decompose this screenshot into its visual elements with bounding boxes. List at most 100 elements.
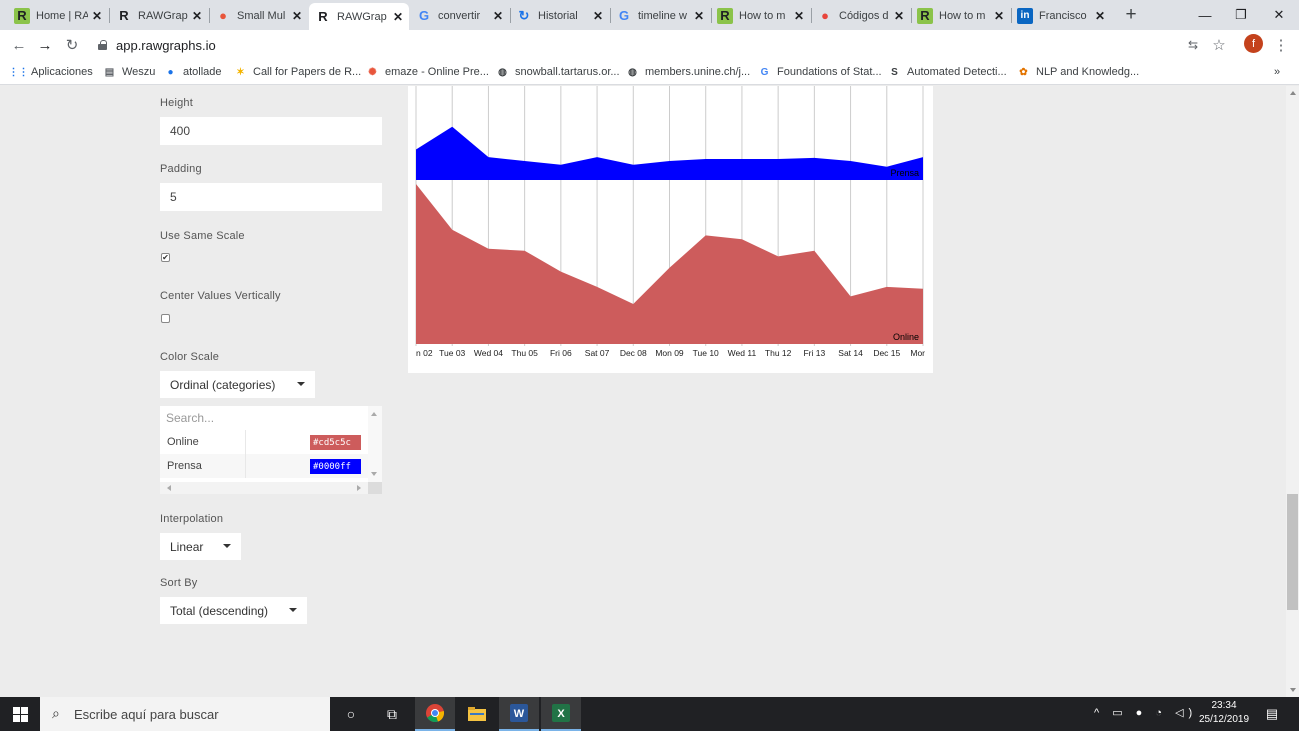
browser-tab[interactable]: R Home | RA ✕ [8, 3, 108, 28]
scroll-up-icon[interactable] [1290, 91, 1296, 95]
scroll-down-icon[interactable] [371, 472, 377, 476]
bookmark-item[interactable]: ✺ emaze - Online Pre... [366, 63, 489, 81]
same-scale-checkbox[interactable]: ✔ [161, 253, 170, 262]
translate-icon[interactable]: ⇆ [1187, 38, 1199, 52]
browser-tab[interactable]: ● Códigos d ✕ [811, 3, 910, 28]
cortana-icon[interactable]: ○ [346, 706, 356, 722]
chart-panel: Prensa Online n 02 Tue 03 Wed 04 Thu 05 Fri 06… [408, 86, 933, 373]
tab-favicon-icon: R [119, 8, 129, 23]
browser-tab[interactable]: R RAWGraph✕ [110, 3, 208, 28]
more-bookmarks-icon[interactable]: » [1274, 66, 1281, 78]
windows-start-icon[interactable] [0, 697, 40, 731]
google-icon: G [760, 66, 769, 78]
profile-avatar[interactable]: f [1244, 34, 1263, 53]
word-app-icon[interactable]: W [499, 697, 539, 731]
close-tab-icon[interactable]: ✕ [993, 8, 1004, 23]
close-tab-icon[interactable]: ✕ [492, 8, 503, 23]
color-row-prensa: Prensa #0000ff [160, 454, 368, 478]
clock-time: 23:34 [1211, 700, 1237, 711]
x-tick-label: Sat 07 [585, 348, 610, 358]
bookmark-item[interactable]: ✶ Call for Papers de R... [234, 63, 361, 81]
lock-icon [98, 40, 107, 50]
sort-by-dropdown[interactable]: Total (descending) [160, 597, 307, 624]
bookmark-item[interactable]: ◍ snowball.tartarus.or... [496, 63, 619, 81]
taskbar-clock[interactable]: 23:34 25/12/2019 [1196, 699, 1252, 727]
close-tab-icon[interactable]: ✕ [592, 8, 603, 23]
maximize-icon[interactable]: ❐ [1235, 7, 1247, 22]
doc-icon: ▤ [104, 66, 115, 78]
bookmark-item[interactable]: ✿ NLP and Knowledg... [1017, 63, 1139, 81]
color-search-input[interactable]: Search... [166, 411, 215, 425]
padding-label: Padding [160, 163, 202, 175]
reload-icon[interactable]: ↻ [65, 37, 79, 54]
scrollbar-thumb[interactable] [1287, 494, 1298, 610]
forward-arrow-icon[interactable]: → [37, 36, 53, 54]
color-scale-dropdown[interactable]: Ordinal (categories) [160, 371, 315, 398]
new-tab-icon[interactable]: + [1125, 4, 1137, 25]
page-scrollbar[interactable] [1286, 86, 1299, 697]
color-swatch-online[interactable]: #cd5c5c [310, 435, 361, 450]
chrome-app-icon[interactable] [415, 697, 455, 731]
close-tab-icon[interactable]: ✕ [1094, 8, 1105, 23]
bookmark-item[interactable]: G Foundations of Stat... [758, 63, 882, 81]
close-tab-icon[interactable]: ✕ [392, 9, 403, 24]
scroll-right-icon[interactable] [357, 485, 361, 491]
height-input[interactable]: 400 [160, 117, 382, 145]
x-tick-label: Tue 03 [439, 348, 465, 358]
excel-app-icon[interactable]: X [541, 697, 581, 731]
table-vertical-scrollbar[interactable] [368, 406, 382, 482]
taskbar-search-input[interactable]: ⌕ Escribe aquí para buscar [40, 697, 330, 731]
close-tab-icon[interactable]: ✕ [291, 8, 302, 23]
notification-icon[interactable]: ▤ [1265, 706, 1279, 721]
browser-tab[interactable]: R How to m ✕ [711, 3, 810, 28]
series-label: Prensa [890, 168, 919, 178]
bookmark-item[interactable]: ▤ Weszu [103, 63, 156, 81]
close-tab-icon[interactable]: ✕ [893, 8, 904, 23]
file-explorer-icon[interactable] [457, 697, 497, 731]
close-tab-icon[interactable]: ✕ [191, 8, 202, 23]
browser-tab[interactable]: ↻ Historial ✕ [510, 3, 609, 28]
bookmark-star-icon[interactable]: ☆ [1212, 37, 1226, 54]
browser-tab[interactable]: ● Small Mul ✕ [209, 3, 308, 28]
scroll-down-icon[interactable] [1290, 688, 1296, 692]
bookmarks-bar: ⋮⋮ Aplicaciones ▤ Weszu ● atollade ✶ Call for P… [0, 59, 1299, 85]
close-window-icon[interactable]: ✕ [1273, 7, 1285, 22]
browser-tab[interactable]: R How to m ✕ [911, 3, 1010, 28]
bookmark-item[interactable]: ● atollade [164, 63, 221, 81]
back-arrow-icon[interactable]: ← [11, 36, 27, 54]
bookmark-item[interactable]: S Automated Detecti... [888, 63, 1007, 81]
color-swatch-prensa[interactable]: #0000ff [310, 459, 361, 474]
scroll-up-icon[interactable] [371, 412, 377, 416]
address-bar[interactable]: app.rawgraphs.io [98, 35, 216, 55]
minimize-icon[interactable]: — [1198, 7, 1212, 23]
small-multiples-area-chart: Prensa Online n 02 Tue 03 Wed 04 Thu 05 Fri 06… [415, 86, 925, 358]
bookmark-item[interactable]: ◍ members.unine.ch/j... [626, 63, 750, 81]
colorful-icon: ✿ [1019, 66, 1028, 78]
table-horizontal-scrollbar[interactable] [160, 482, 368, 494]
area-online [416, 184, 923, 344]
bookmark-label: NLP and Knowledg... [1036, 66, 1140, 78]
tab-title: Home | RA [36, 9, 88, 22]
menu-dots-icon[interactable]: ⋮ [1273, 37, 1289, 54]
circle-icon: ● [167, 66, 174, 78]
interpolation-dropdown[interactable]: Linear [160, 533, 241, 560]
browser-tab[interactable]: in Francisco ✕ [1011, 3, 1111, 28]
system-tray-icons[interactable]: ^ ▭ ● ◔ ◁) [1094, 707, 1198, 719]
sort-by-value: Total (descending) [170, 603, 269, 618]
browser-tab[interactable]: R RAWGrap ✕ [309, 3, 409, 30]
globe-icon: ◍ [628, 66, 637, 78]
tab-favicon-icon: G [618, 8, 630, 23]
close-tab-icon[interactable]: ✕ [91, 8, 102, 23]
center-values-checkbox[interactable] [161, 314, 170, 323]
close-tab-icon[interactable]: ✕ [693, 8, 704, 23]
task-view-icon[interactable]: ⧉ [387, 705, 397, 722]
padding-input[interactable]: 5 [160, 183, 382, 211]
taskbar-search-placeholder: Escribe aquí para buscar [74, 706, 219, 722]
scroll-left-icon[interactable] [167, 485, 171, 491]
bookmark-item[interactable]: ⋮⋮ Aplicaciones [9, 63, 93, 81]
close-tab-icon[interactable]: ✕ [793, 8, 804, 23]
x-tick-label: Sat 14 [838, 348, 863, 358]
star-icon: ✶ [236, 66, 245, 78]
